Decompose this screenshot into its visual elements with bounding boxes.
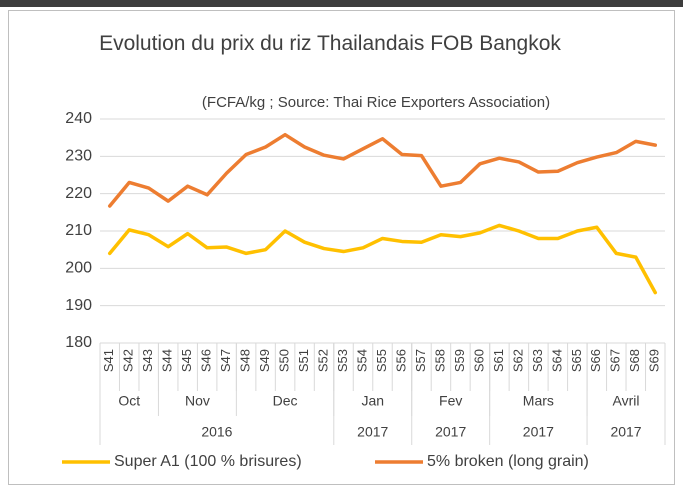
year-label: 2017: [523, 424, 554, 440]
year-label: 2017: [610, 424, 641, 440]
month-label: Jan: [361, 393, 384, 409]
month-label: Oct: [118, 393, 140, 409]
legend-label: Super A1 (100 % brisures): [114, 453, 302, 470]
y-tick-label: 210: [65, 222, 92, 239]
x-tick-label: S61: [491, 349, 506, 372]
x-tick-label: S42: [121, 349, 136, 372]
x-tick-label: S67: [608, 349, 623, 372]
y-tick-label: 190: [65, 297, 92, 314]
x-tick-label: S45: [179, 349, 194, 372]
series-line: [107, 132, 658, 208]
x-tick-label: S65: [569, 349, 584, 372]
y-tick-label: 200: [65, 260, 92, 277]
x-tick-label: S68: [627, 349, 642, 372]
x-tick-label: S57: [413, 349, 428, 372]
top-bar: [0, 0, 683, 7]
y-tick-label: 230: [65, 148, 92, 165]
x-tick-label: S54: [354, 349, 369, 372]
x-tick-label: S51: [296, 349, 311, 372]
month-label: Fev: [439, 393, 462, 409]
x-tick-label: S43: [140, 349, 155, 372]
x-tick-label: S69: [647, 349, 662, 372]
x-tick-label: S46: [199, 349, 214, 372]
x-tick-label: S53: [335, 349, 350, 372]
month-label: Avril: [613, 393, 640, 409]
x-tick-label: S41: [101, 349, 116, 372]
month-label: Nov: [185, 393, 210, 409]
subtitle: (FCFA/kg ; Source: Thai Rice Exporters A…: [202, 94, 550, 111]
y-tick-label: 180: [65, 334, 92, 351]
x-tick-label: S59: [452, 349, 467, 372]
x-tick-label: S64: [549, 349, 564, 372]
x-tick-label: S48: [238, 349, 253, 372]
x-tick-label: S55: [374, 349, 389, 372]
year-label: 2017: [435, 424, 466, 440]
x-tick-label: S44: [160, 349, 175, 372]
x-tick-label: S50: [277, 349, 292, 372]
x-tick-label: S63: [530, 349, 545, 372]
y-tick-label: 240: [65, 110, 92, 127]
x-tick-label: S60: [471, 349, 486, 372]
legend-label: 5% broken (long grain): [427, 453, 589, 470]
chart-title: Evolution du prix du riz Thailandais FOB…: [99, 32, 561, 55]
series-line: [107, 223, 658, 295]
x-tick-label: S62: [510, 349, 525, 372]
x-tick-label: S58: [432, 349, 447, 372]
x-tick-label: S56: [393, 349, 408, 372]
x-tick-label: S66: [588, 349, 603, 372]
year-label: 2017: [357, 424, 388, 440]
x-tick-label: S47: [218, 349, 233, 372]
chart-frame: [8, 10, 675, 485]
y-tick-label: 220: [65, 185, 92, 202]
x-tick-label: S49: [257, 349, 272, 372]
x-tick-label: S52: [315, 349, 330, 372]
month-label: Mars: [523, 393, 554, 409]
year-label: 2016: [201, 424, 232, 440]
month-label: Dec: [273, 393, 298, 409]
